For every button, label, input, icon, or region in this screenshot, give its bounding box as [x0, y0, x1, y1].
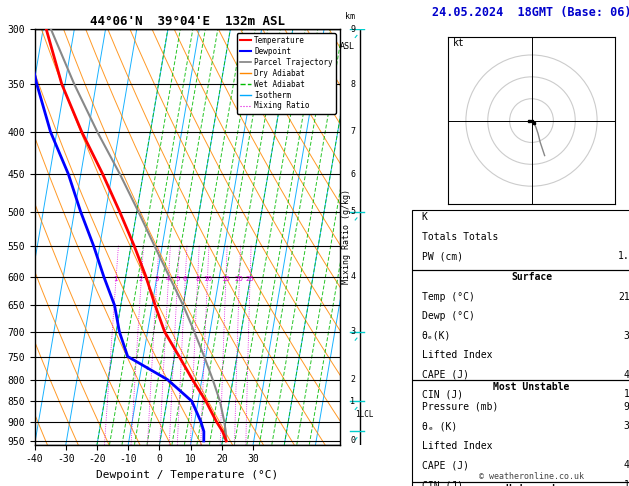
Text: θₑ (K): θₑ (K): [421, 421, 457, 432]
Text: ASL: ASL: [340, 42, 355, 51]
Title: 44°06'N  39°04'E  132m ASL: 44°06'N 39°04'E 132m ASL: [89, 15, 285, 28]
Text: 5: 5: [350, 207, 355, 216]
Text: 4: 4: [166, 276, 170, 281]
Text: 5: 5: [175, 276, 180, 281]
Legend: Temperature, Dewpoint, Parcel Trajectory, Dry Adiabat, Wet Adiabat, Isotherm, Mi: Temperature, Dewpoint, Parcel Trajectory…: [237, 33, 336, 114]
Text: 3: 3: [350, 328, 355, 336]
Text: Hodograph: Hodograph: [505, 484, 558, 486]
Text: PW (cm): PW (cm): [421, 251, 463, 261]
Text: 1LCL: 1LCL: [355, 410, 374, 419]
Text: 6: 6: [183, 276, 187, 281]
Bar: [412, 482, 629, 486]
Text: 15: 15: [221, 276, 230, 281]
Text: Lifted Index: Lifted Index: [421, 441, 492, 451]
Text: 994: 994: [624, 402, 629, 412]
Text: CAPE (J): CAPE (J): [421, 460, 469, 470]
Text: 154: 154: [624, 389, 629, 399]
Text: 154: 154: [624, 480, 629, 486]
Bar: [412, 210, 629, 270]
Text: 8: 8: [195, 276, 200, 281]
Text: CIN (J): CIN (J): [421, 389, 463, 399]
Text: 1: 1: [350, 397, 355, 406]
Text: 324: 324: [624, 421, 629, 432]
Bar: [412, 380, 629, 482]
Text: 3: 3: [155, 276, 159, 281]
Text: θₑ(K): θₑ(K): [421, 331, 451, 341]
Text: 1.73: 1.73: [618, 251, 629, 261]
Y-axis label: hPa: hPa: [0, 227, 2, 247]
Text: CAPE (J): CAPE (J): [421, 370, 469, 380]
Text: 2: 2: [350, 375, 355, 384]
Text: Totals Totals: Totals Totals: [421, 231, 498, 242]
Text: 2: 2: [139, 276, 143, 281]
Text: 9: 9: [350, 25, 355, 34]
Text: 10: 10: [203, 276, 212, 281]
Text: 1: 1: [114, 276, 118, 281]
Text: km: km: [345, 12, 355, 21]
Text: Lifted Index: Lifted Index: [421, 350, 492, 360]
Bar: [412, 270, 629, 380]
Text: 448: 448: [624, 460, 629, 470]
Text: 4: 4: [350, 272, 355, 281]
Text: 7: 7: [350, 127, 355, 137]
Text: 0: 0: [350, 436, 355, 446]
Text: K: K: [421, 212, 428, 222]
Text: 8: 8: [350, 80, 355, 89]
Text: CIN (J): CIN (J): [421, 480, 463, 486]
Text: 21.2: 21.2: [618, 292, 629, 302]
Text: kt: kt: [453, 38, 465, 48]
Text: 25: 25: [246, 276, 254, 281]
Text: Surface: Surface: [511, 272, 552, 282]
Text: Mixing Ratio (g/kg): Mixing Ratio (g/kg): [342, 190, 350, 284]
Text: Most Unstable: Most Unstable: [493, 382, 570, 392]
Text: Dewp (°C): Dewp (°C): [421, 312, 474, 321]
X-axis label: Dewpoint / Temperature (°C): Dewpoint / Temperature (°C): [96, 470, 278, 480]
Text: Pressure (mb): Pressure (mb): [421, 402, 498, 412]
Text: 20: 20: [235, 276, 243, 281]
Text: © weatheronline.co.uk: © weatheronline.co.uk: [479, 472, 584, 481]
Text: 24.05.2024  18GMT (Base: 06): 24.05.2024 18GMT (Base: 06): [431, 6, 629, 19]
Text: 448: 448: [624, 370, 629, 380]
Text: 6: 6: [350, 170, 355, 178]
Text: 324: 324: [624, 331, 629, 341]
Text: Temp (°C): Temp (°C): [421, 292, 474, 302]
